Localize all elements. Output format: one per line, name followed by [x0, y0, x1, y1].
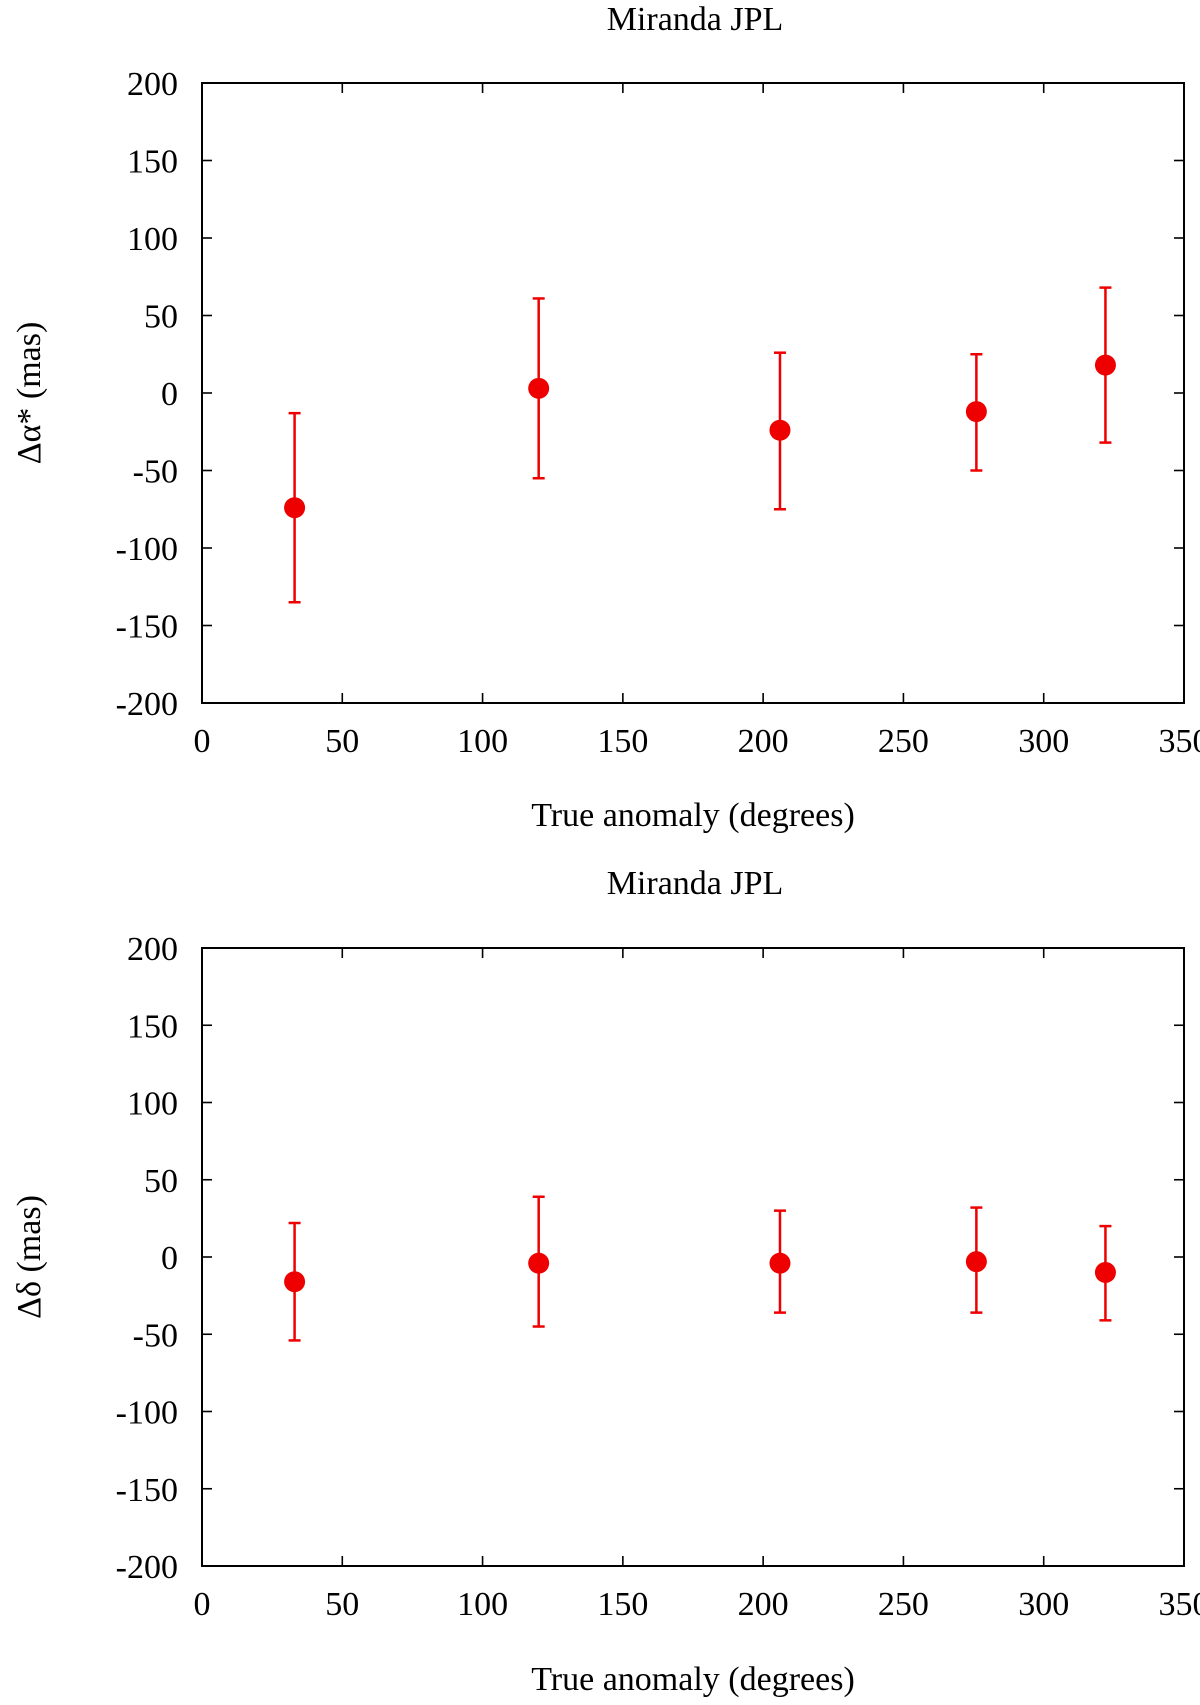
data-point — [965, 401, 987, 423]
y-axis-label: Δδ (mas) — [11, 1195, 48, 1319]
data-point — [769, 1252, 791, 1274]
chart-panel-1: Miranda JPL 0 50 100 150 200 250 300 350 200 150… — [11, 1, 1200, 834]
x-tick-label: 50 — [325, 1586, 359, 1623]
x-tick-label: 0 — [194, 723, 211, 760]
y-tick-label: 100 — [127, 221, 178, 258]
data-point — [1094, 354, 1116, 376]
x-tick-label: 150 — [597, 1586, 648, 1623]
data-point — [1094, 1261, 1116, 1283]
x-tick-label: 100 — [457, 723, 508, 760]
x-tick-label: 0 — [194, 1586, 211, 1623]
x-tick-label: 350 — [1159, 1586, 1200, 1623]
data-point — [284, 497, 306, 519]
data-series — [284, 1195, 1116, 1342]
data-point — [528, 1252, 550, 1274]
y-tick-label: 200 — [127, 931, 178, 968]
x-axis-label: True anomaly (degrees) — [531, 1661, 855, 1698]
x-tick-label: 50 — [325, 723, 359, 760]
plot-frame — [201, 82, 1185, 704]
x-axis: 0 50 100 150 200 250 300 350 — [194, 83, 1200, 760]
y-tick-label: 200 — [127, 66, 178, 103]
y-axis: 200 150 100 50 0 -50 -100 -150 -200 — [116, 931, 1184, 1586]
y-axis-label: Δα* (mas) — [11, 322, 48, 465]
data-point — [528, 377, 550, 399]
chart-panel-2: Miranda JPL 0 50 100 150 200 250 300 350 200 150… — [11, 865, 1200, 1698]
y-tick-label: -150 — [116, 1472, 178, 1509]
chart-title: Miranda JPL — [607, 865, 784, 902]
y-tick-label: 50 — [144, 299, 178, 336]
x-tick-label: 200 — [738, 723, 789, 760]
x-tick-label: 300 — [1018, 723, 1069, 760]
y-tick-label: -100 — [116, 531, 178, 568]
x-tick-label: 200 — [738, 1586, 789, 1623]
y-tick-label: -150 — [116, 609, 178, 646]
data-series — [284, 286, 1116, 604]
x-tick-label: 150 — [597, 723, 648, 760]
y-tick-label: -50 — [133, 454, 178, 491]
y-tick-label: -50 — [133, 1317, 178, 1354]
chart-title: Miranda JPL — [607, 1, 784, 38]
y-tick-label: 100 — [127, 1086, 178, 1123]
y-tick-label: -200 — [116, 686, 178, 723]
x-tick-label: 250 — [878, 723, 929, 760]
y-tick-label: 0 — [161, 376, 178, 413]
y-tick-label: 150 — [127, 144, 178, 181]
data-point — [965, 1251, 987, 1273]
y-tick-label: 0 — [161, 1240, 178, 1277]
x-tick-label: 300 — [1018, 1586, 1069, 1623]
data-point — [284, 1271, 306, 1293]
plot-frame — [201, 947, 1185, 1567]
y-tick-label: -100 — [116, 1395, 178, 1432]
x-axis-label: True anomaly (degrees) — [531, 797, 855, 834]
x-tick-label: 100 — [457, 1586, 508, 1623]
y-tick-label: 150 — [127, 1008, 178, 1045]
x-tick-label: 350 — [1159, 723, 1200, 760]
y-axis: 200 150 100 50 0 -50 -100 -150 -200 — [116, 66, 1184, 723]
x-axis: 0 50 100 150 200 250 300 350 — [194, 948, 1200, 1623]
x-tick-label: 250 — [878, 1586, 929, 1623]
y-tick-label: 50 — [144, 1163, 178, 1200]
y-tick-label: -200 — [116, 1549, 178, 1586]
data-point — [769, 419, 791, 441]
